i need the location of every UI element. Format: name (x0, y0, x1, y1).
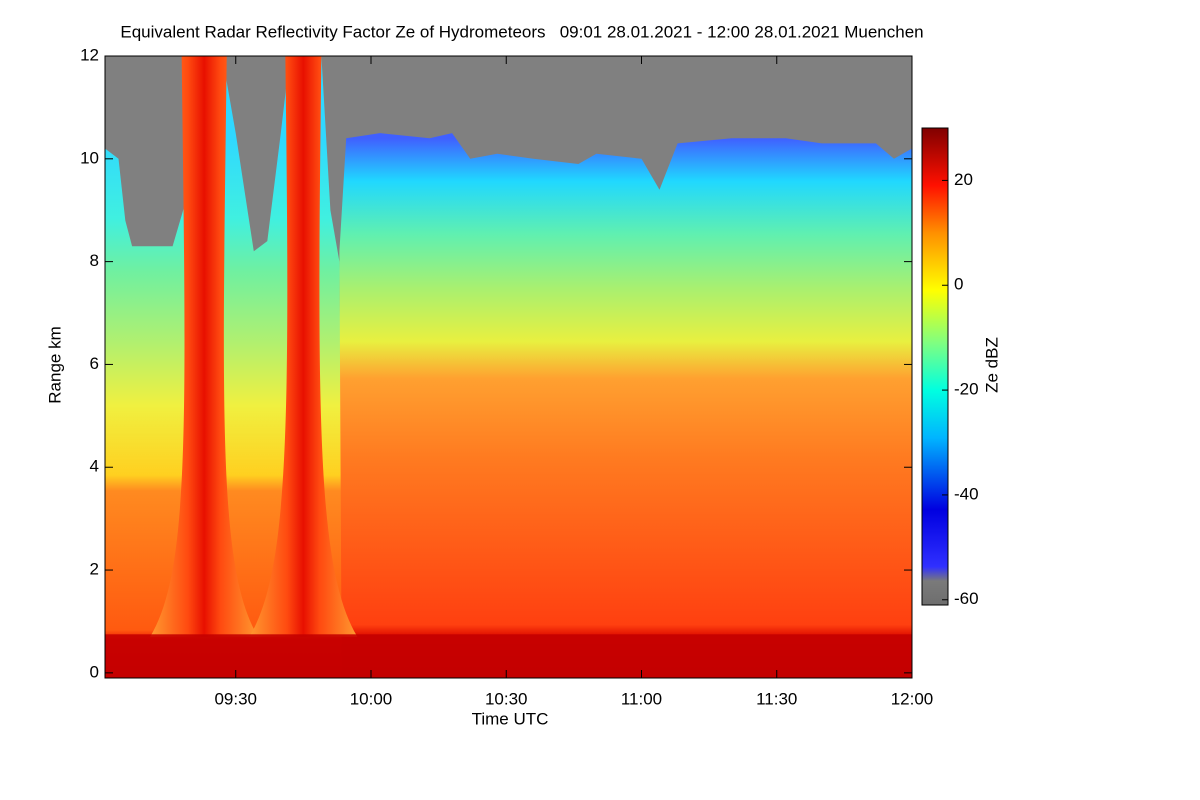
y-tick-label: 4 (90, 457, 99, 476)
x-tick-label: 11:00 (621, 689, 662, 708)
x-axis-label: Time UTC (472, 709, 549, 728)
colorbar-tick-label: 0 (954, 275, 963, 294)
colorbar-tick-label: -60 (954, 589, 979, 608)
y-tick-label: 8 (90, 251, 99, 270)
plot-frame (104, 55, 913, 679)
x-tick-label: 10:00 (350, 689, 393, 708)
colorbar-label: Ze dBZ (982, 337, 1001, 393)
y-tick-label: 10 (80, 148, 99, 167)
cloud-region (339, 133, 912, 679)
y-tick-label: 0 (90, 662, 99, 681)
reflectivity-field (105, 56, 912, 679)
chart-title: Equivalent Radar Reflectivity Factor Ze … (120, 22, 923, 41)
y-axis-label: Range km (45, 326, 64, 403)
x-tick-label: 11:30 (756, 689, 797, 708)
colorbar-tick-label: 20 (954, 170, 973, 189)
y-tick-label: 12 (80, 45, 99, 64)
y-tick-label: 2 (90, 560, 99, 579)
colorbar-tick-label: -20 (954, 380, 979, 399)
colorbar-tick-label: -40 (954, 484, 979, 503)
y-tick-label: 6 (90, 354, 99, 373)
echo-tower (150, 56, 259, 637)
x-tick-label: 12:00 (891, 689, 934, 708)
echo-tower (249, 56, 358, 637)
surface-band (105, 634, 912, 678)
x-tick-label: 10:30 (485, 689, 528, 708)
colorbar (921, 127, 949, 606)
x-tick-label: 09:30 (214, 689, 257, 708)
